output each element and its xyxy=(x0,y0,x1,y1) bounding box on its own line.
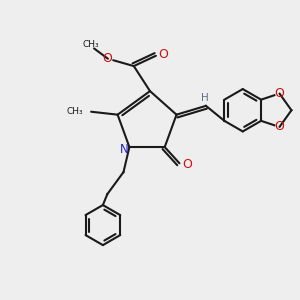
Text: O: O xyxy=(275,87,285,100)
Text: N: N xyxy=(120,143,128,157)
Text: O: O xyxy=(158,48,168,61)
Text: H: H xyxy=(201,93,208,103)
Text: O: O xyxy=(182,158,192,171)
Text: O: O xyxy=(102,52,112,65)
Text: CH₃: CH₃ xyxy=(83,40,99,50)
Text: O: O xyxy=(275,120,285,133)
Text: CH₃: CH₃ xyxy=(66,107,83,116)
